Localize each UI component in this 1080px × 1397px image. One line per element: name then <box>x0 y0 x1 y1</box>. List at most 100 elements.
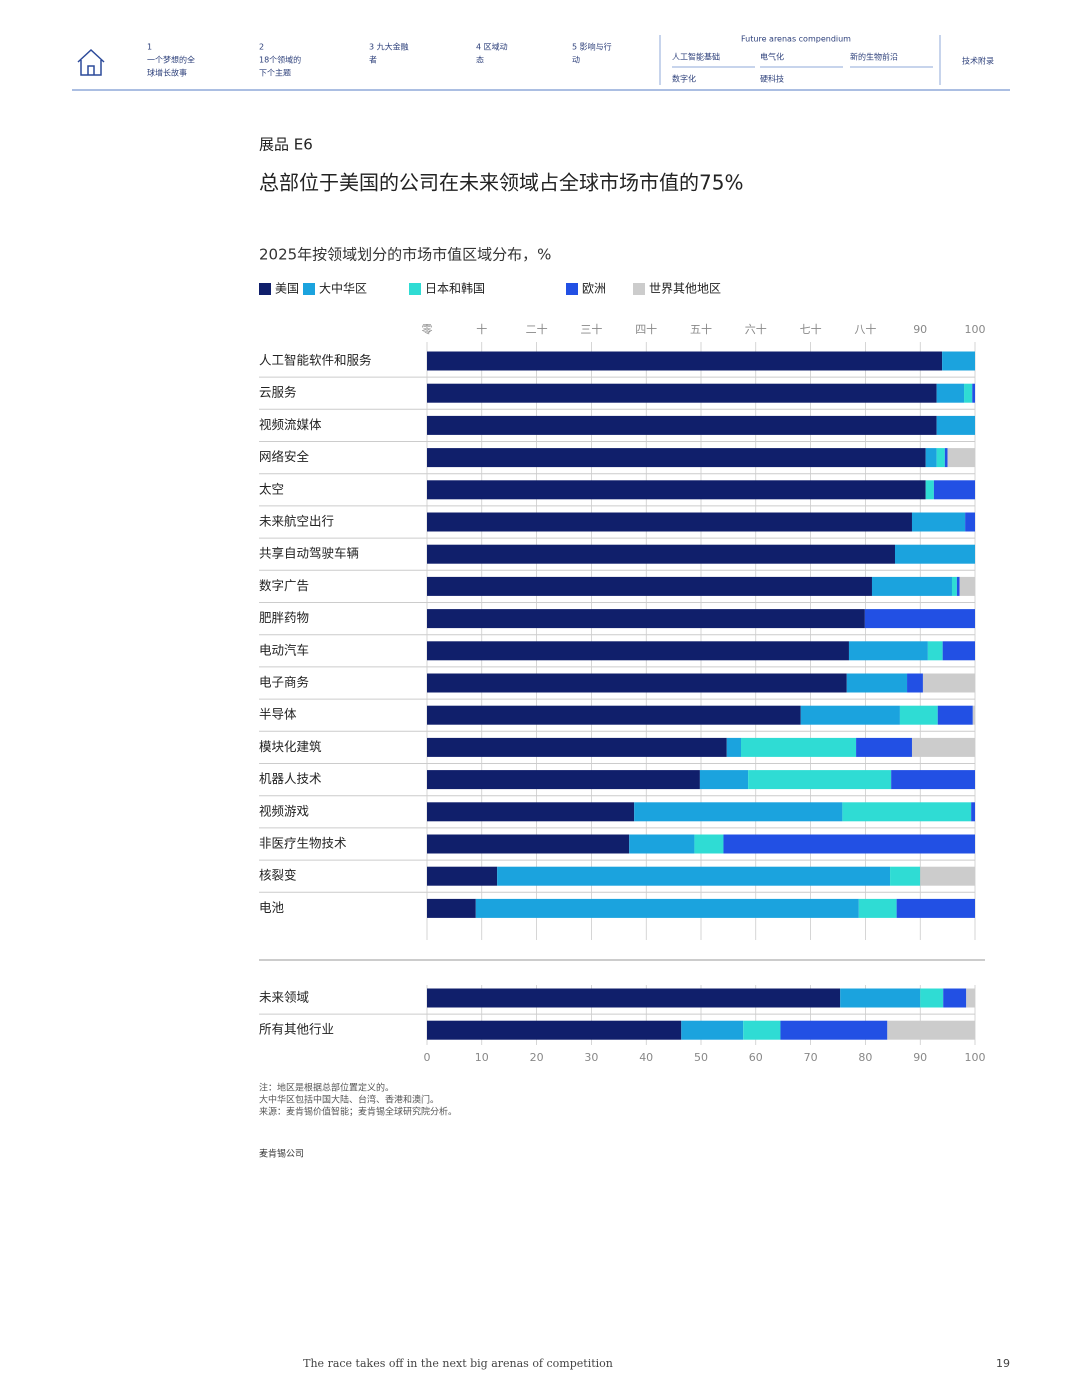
legend-swatch <box>409 283 421 295</box>
bar-segment <box>971 802 975 822</box>
legend-swatch <box>566 283 578 295</box>
bar-segment <box>743 1020 781 1040</box>
x-tick-label: 40 <box>639 1051 653 1064</box>
bar-segment <box>890 866 921 886</box>
x-tick-label: 二十 <box>526 322 548 336</box>
bar-segment <box>427 705 801 725</box>
bar-segment <box>964 383 973 403</box>
nav-item[interactable]: 5 影响与行 <box>572 42 612 52</box>
row-label: 电动汽车 <box>259 642 309 657</box>
x-tick-label: 八十 <box>854 322 876 336</box>
bar-segment <box>681 1020 744 1040</box>
bar-segment <box>427 866 498 886</box>
bar-segment <box>427 544 895 564</box>
bar-segment <box>475 898 859 918</box>
home-icon[interactable] <box>77 48 105 76</box>
nav-item[interactable]: 1 <box>147 43 152 52</box>
page-title: 总部位于美国的公司在未来领域占全球市场市值的75% <box>259 171 743 195</box>
bar-segment <box>920 866 975 886</box>
bar-segment <box>966 988 975 1008</box>
x-tick-label: 90 <box>913 1051 927 1064</box>
row-label: 电子商务 <box>259 675 309 690</box>
bar-segment <box>927 641 943 661</box>
bar-segment <box>920 988 944 1008</box>
bar-segment <box>959 576 975 596</box>
bar-segment <box>427 351 943 371</box>
bar-segment <box>947 448 975 468</box>
row-label: 所有其他行业 <box>259 1022 334 1037</box>
nav-item[interactable]: 3 九大金融 <box>369 42 409 52</box>
nav-item[interactable]: 18个领域的 <box>259 55 301 65</box>
row-label: 肥胖药物 <box>259 610 309 625</box>
row-label: 网络安全 <box>259 449 310 464</box>
bar-segment <box>887 1020 975 1040</box>
x-tick-label: 六十 <box>745 322 767 336</box>
source: 来源：麦肯锡价值智能；麦肯锡全球研究院分析。 <box>259 1106 457 1118</box>
compendium-title: Future arenas compendium <box>741 35 851 44</box>
legend-label: 欧洲 <box>582 282 606 296</box>
bar-segment <box>858 898 897 918</box>
bar-segment <box>937 705 973 725</box>
appendix-link[interactable]: 技术附录 <box>962 56 994 66</box>
bar-segment <box>427 383 937 403</box>
bar-segment <box>951 576 957 596</box>
compendium-item[interactable]: 硬科技 <box>760 74 784 84</box>
compendium-item[interactable]: 新的生物前沿 <box>850 52 898 62</box>
bar-segment <box>427 641 849 661</box>
bar-segment <box>427 898 476 918</box>
bar-segment <box>427 1020 682 1040</box>
nav-item[interactable]: 4 区域动 <box>476 42 508 52</box>
bar-segment <box>911 512 966 532</box>
row-label: 未来领域 <box>259 990 309 1005</box>
row-label: 视频游戏 <box>259 803 309 818</box>
bar-segment <box>497 866 891 886</box>
row-label: 太空 <box>259 481 284 496</box>
bar-segment <box>842 802 972 822</box>
bar-segment <box>871 576 952 596</box>
bar-segment <box>936 448 945 468</box>
x-tick-label: 零 <box>422 323 433 336</box>
x-tick-label: 四十 <box>635 322 657 336</box>
bar-segment <box>922 673 975 693</box>
note: 大中华区包括中国大陆、台湾、香港和澳门。 <box>259 1094 439 1106</box>
chart-subtitle: 2025年按领域划分的市场市值区域分布，% <box>259 246 551 264</box>
row-label: 数字广告 <box>259 578 309 593</box>
row-label: 电池 <box>259 900 285 915</box>
nav-item[interactable]: 2 <box>259 43 264 52</box>
nav-item[interactable]: 者 <box>369 56 377 65</box>
row-label: 半导体 <box>259 707 297 722</box>
x-tick-label: 50 <box>694 1051 708 1064</box>
bar-segment <box>427 737 727 757</box>
bar-segment <box>699 770 749 790</box>
x-tick-label: 三十 <box>580 322 602 336</box>
compendium-item[interactable]: 电气化 <box>760 52 784 62</box>
nav-item[interactable]: 一个梦想的全 <box>147 55 195 65</box>
nav-item[interactable]: 球增长故事 <box>147 68 187 78</box>
legend-swatch <box>633 283 645 295</box>
legend-label: 世界其他地区 <box>649 282 721 296</box>
bar-segment <box>894 544 975 564</box>
nav-item[interactable]: 下个主题 <box>259 68 291 78</box>
x-tick-label: 0 <box>424 1051 431 1064</box>
bar-segment <box>427 415 937 435</box>
nav-item[interactable]: 动 <box>572 55 580 65</box>
legend-label: 日本和韩国 <box>425 281 485 296</box>
bar-segment <box>741 737 857 757</box>
compendium-item[interactable]: 人工智能基础 <box>672 52 720 62</box>
x-tick-label: 100 <box>965 323 986 336</box>
bar-segment <box>972 383 975 403</box>
bar-segment <box>956 576 960 596</box>
bar-segment <box>925 480 934 500</box>
compendium-item[interactable]: 数字化 <box>672 74 696 84</box>
footer-text: The race takes off in the next big arena… <box>303 1357 613 1370</box>
page-number: 19 <box>996 1357 1010 1370</box>
bar-segment <box>965 512 975 532</box>
note: 注：地区是根据总部位置定义的。 <box>259 1082 394 1094</box>
bar-segment <box>427 480 926 500</box>
nav-item[interactable]: 态 <box>476 55 484 65</box>
x-tick-label: 80 <box>858 1051 872 1064</box>
row-label: 核裂变 <box>259 868 297 883</box>
x-tick-label: 10 <box>475 1051 489 1064</box>
bar-segment <box>427 576 872 596</box>
